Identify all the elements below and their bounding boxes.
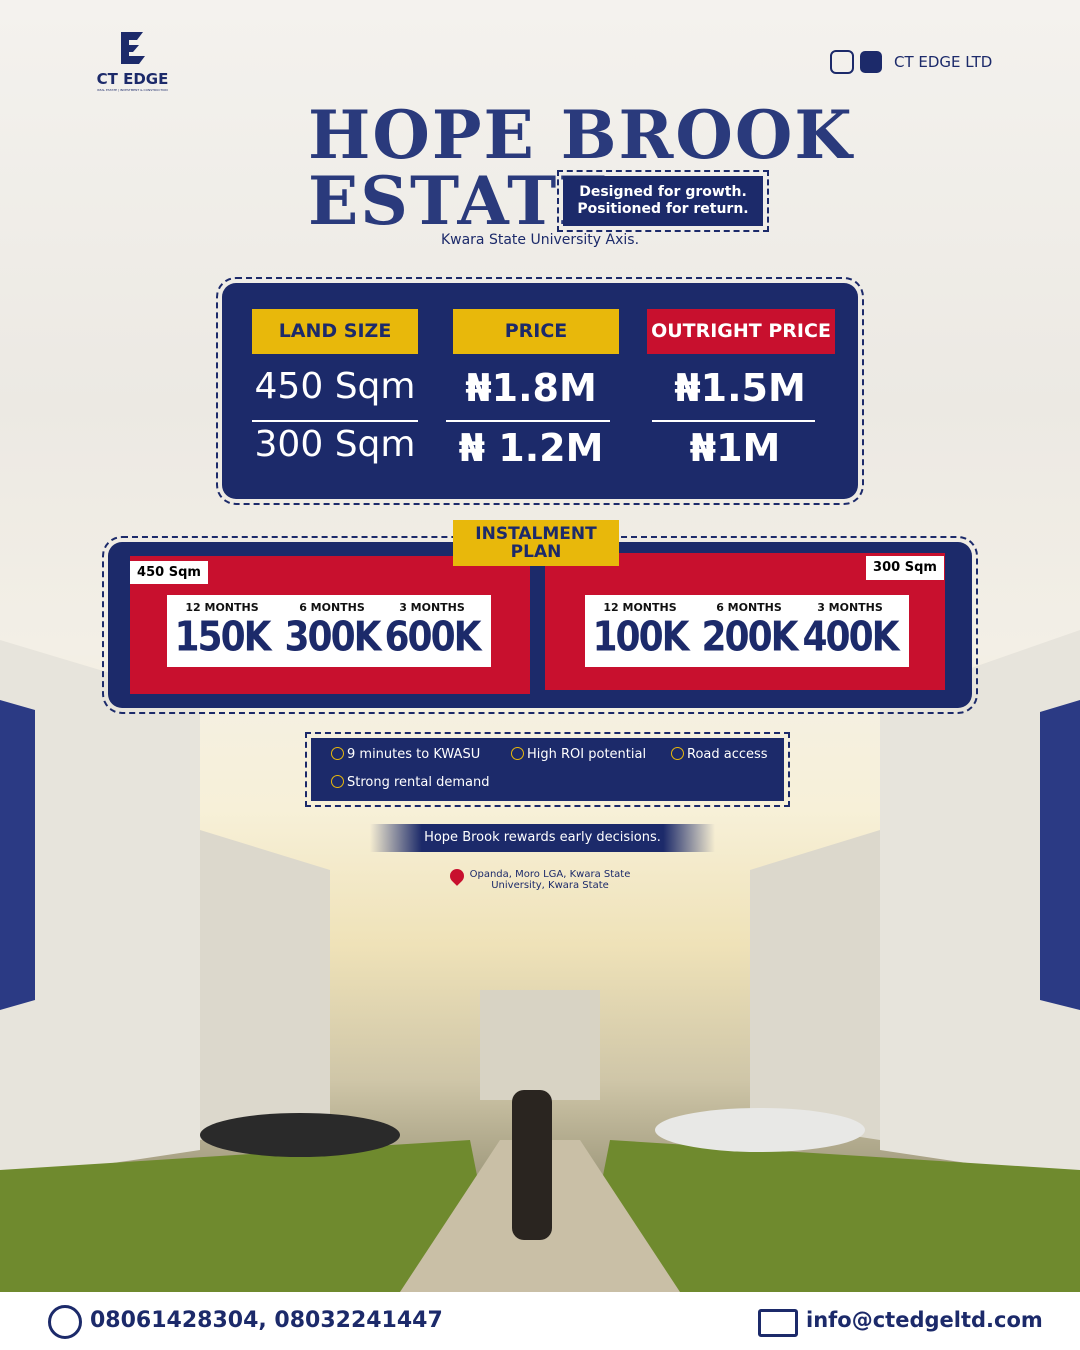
plan-period: 12 MONTHS bbox=[603, 601, 677, 614]
phone-numbers: 08061428304, 08032241447 bbox=[90, 1308, 443, 1333]
separator bbox=[252, 420, 418, 422]
separator bbox=[652, 420, 815, 422]
separator bbox=[446, 420, 610, 422]
logo-subtext: REAL ESTATE | INVESTMENT & CONSTRUCTION bbox=[97, 88, 168, 92]
feature-text: Strong rental demand bbox=[347, 775, 490, 790]
outright-price: ₦1.5M bbox=[674, 366, 806, 410]
logo-text: CT EDGE bbox=[96, 70, 169, 88]
features-box bbox=[305, 732, 790, 807]
plan-amount: 200K bbox=[701, 613, 798, 662]
instagram-icon bbox=[830, 50, 854, 74]
land-size: 300 Sqm bbox=[254, 424, 416, 465]
plan-amount: 300K bbox=[284, 613, 381, 662]
feature-text: Road access bbox=[687, 747, 768, 762]
logo: CT EDGE REAL ESTATE | INVESTMENT & CONST… bbox=[85, 28, 180, 92]
plan-period: 3 MONTHS bbox=[817, 601, 883, 614]
feature: 9 minutes to KWASU bbox=[331, 747, 480, 762]
social: CT EDGE LTD bbox=[830, 49, 992, 75]
location-line: Opanda, Moro LGA, Kwara State bbox=[469, 869, 631, 880]
email: info@ctedgeltd.com bbox=[806, 1308, 1043, 1332]
location-line: University, Kwara State bbox=[491, 880, 609, 891]
title-line1: HOPE BROOK bbox=[308, 96, 854, 174]
plan-period: 12 MONTHS bbox=[185, 601, 259, 614]
feature-text: High ROI potential bbox=[527, 747, 647, 762]
pricing-header: OUTRIGHT PRICE bbox=[647, 309, 835, 354]
plan-size-tag: 450 Sqm bbox=[130, 561, 208, 584]
social-handle: CT EDGE LTD bbox=[894, 53, 993, 71]
plan-options bbox=[167, 595, 491, 667]
pricing-header: LAND SIZE bbox=[252, 309, 418, 354]
tagline-line2: Positioned for return. bbox=[577, 201, 749, 217]
plan-size-tag: 300 Sqm bbox=[866, 556, 944, 580]
feature: Strong rental demand bbox=[331, 775, 489, 790]
feature: High ROI potential bbox=[511, 747, 646, 762]
price: ₦1.8M bbox=[465, 366, 597, 410]
feature-text: 9 minutes to KWASU bbox=[347, 747, 481, 762]
plan-amount: 400K bbox=[802, 613, 899, 662]
tagline-line1: Designed for growth. bbox=[579, 184, 747, 200]
price: ₦ 1.2M bbox=[458, 426, 604, 470]
feature: Road access bbox=[671, 747, 768, 762]
facebook-icon bbox=[860, 51, 882, 73]
instalment-title-line: PLAN bbox=[510, 542, 562, 562]
location: Opanda, Moro LGA, Kwara State University… bbox=[460, 869, 640, 891]
plan-amount: 100K bbox=[592, 613, 689, 662]
plan-period: 3 MONTHS bbox=[399, 601, 465, 614]
logo-mark bbox=[120, 32, 145, 64]
footer bbox=[0, 1292, 1080, 1350]
title-line2: ESTATE bbox=[308, 162, 611, 240]
pricing-header: PRICE bbox=[453, 309, 619, 354]
instalment-title: INSTALMENT PLAN bbox=[453, 520, 619, 566]
plan-amount: 600K bbox=[384, 613, 481, 662]
phone-icon bbox=[48, 1305, 82, 1339]
tagline-box: Designed for growth. Positioned for retu… bbox=[557, 170, 769, 232]
slogan: Hope Brook rewards early decisions. bbox=[370, 824, 715, 852]
plan-options bbox=[585, 595, 909, 667]
instalment-title-line: INSTALMENT bbox=[475, 524, 597, 544]
axis-text: Kwara State University Axis. bbox=[440, 232, 640, 248]
land-size: 450 Sqm bbox=[254, 366, 416, 407]
email-icon bbox=[758, 1309, 798, 1337]
outright-price: ₦1M bbox=[689, 426, 781, 470]
plan-amount: 150K bbox=[174, 613, 271, 662]
plan-period: 6 MONTHS bbox=[299, 601, 365, 614]
plan-period: 6 MONTHS bbox=[716, 601, 782, 614]
